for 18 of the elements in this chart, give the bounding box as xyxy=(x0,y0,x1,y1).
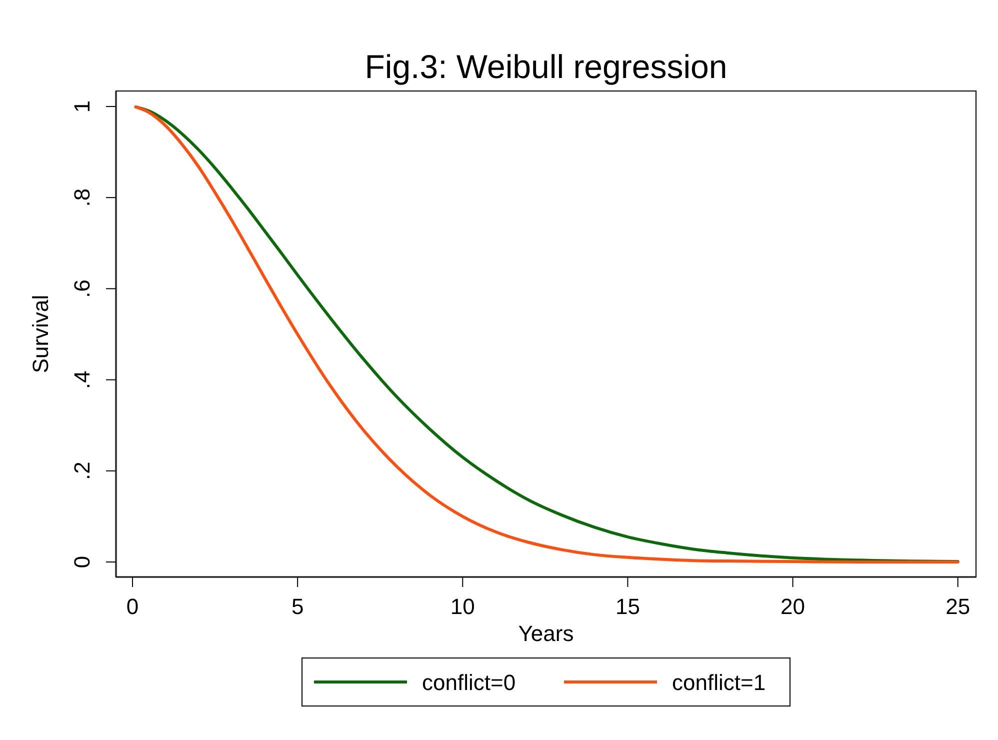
chart-title: Fig.3: Weibull regression xyxy=(364,48,728,85)
legend-label: conflict=0 xyxy=(422,670,516,695)
y-tick-label: .8 xyxy=(70,188,95,207)
y-tick-label: .4 xyxy=(70,370,95,389)
y-tick-label: 0 xyxy=(70,556,95,568)
x-axis-title: Years xyxy=(518,621,574,646)
y-tick-label: .2 xyxy=(70,462,95,480)
y-axis-title: Survival xyxy=(28,294,53,374)
x-tick-label: 0 xyxy=(126,594,139,620)
y-tick-label: 1 xyxy=(70,100,95,113)
x-tick-label: 20 xyxy=(780,594,806,620)
x-tick-label: 10 xyxy=(450,594,475,620)
x-tick-label: 15 xyxy=(615,594,640,620)
x-tick-label: 25 xyxy=(946,594,970,620)
line-series xyxy=(134,105,960,564)
x-tick-label: 5 xyxy=(291,594,304,620)
legend-label: conflict=1 xyxy=(672,670,766,695)
y-tick-label: .6 xyxy=(70,280,95,298)
